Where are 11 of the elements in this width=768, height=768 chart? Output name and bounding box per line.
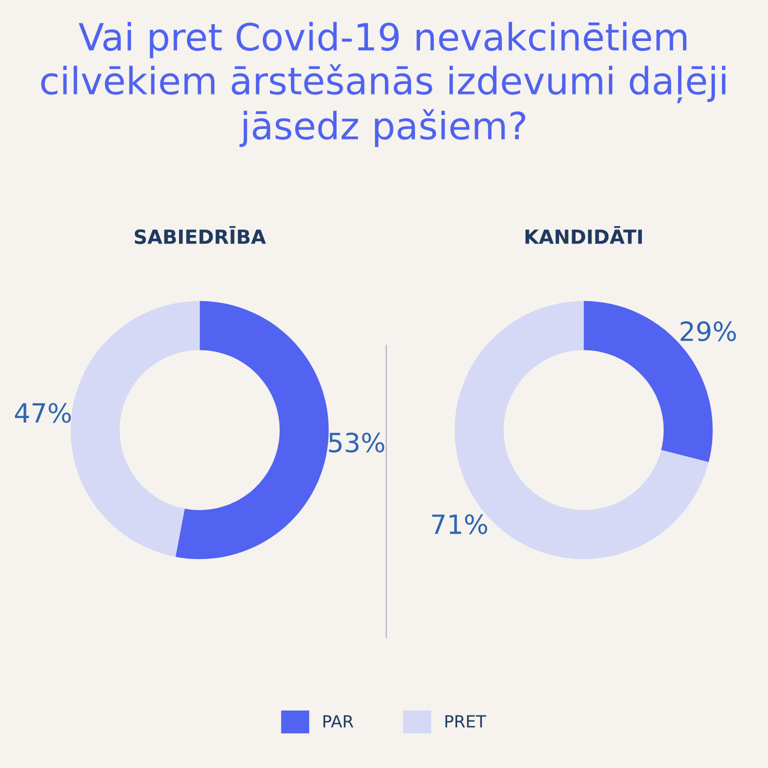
donut-slice <box>70 301 200 557</box>
legend-label: PRET <box>445 715 486 728</box>
chart-title: Vai pret Covid-19 nevakcinētiem cilvēkiem ārstēšanās izdevumi daļēji jāsedz pašiem? <box>41 22 726 148</box>
data-label: 53% <box>329 432 384 453</box>
donut-slice <box>176 301 329 560</box>
chart-subtitle: SABIEDRĪBA <box>134 226 266 244</box>
legend-label: PAR <box>323 715 354 728</box>
data-label: 71% <box>432 514 488 534</box>
data-label: 47% <box>14 402 71 423</box>
data-label: 29% <box>680 321 736 342</box>
chart-subtitle: KANDIDĀTI <box>525 226 642 244</box>
